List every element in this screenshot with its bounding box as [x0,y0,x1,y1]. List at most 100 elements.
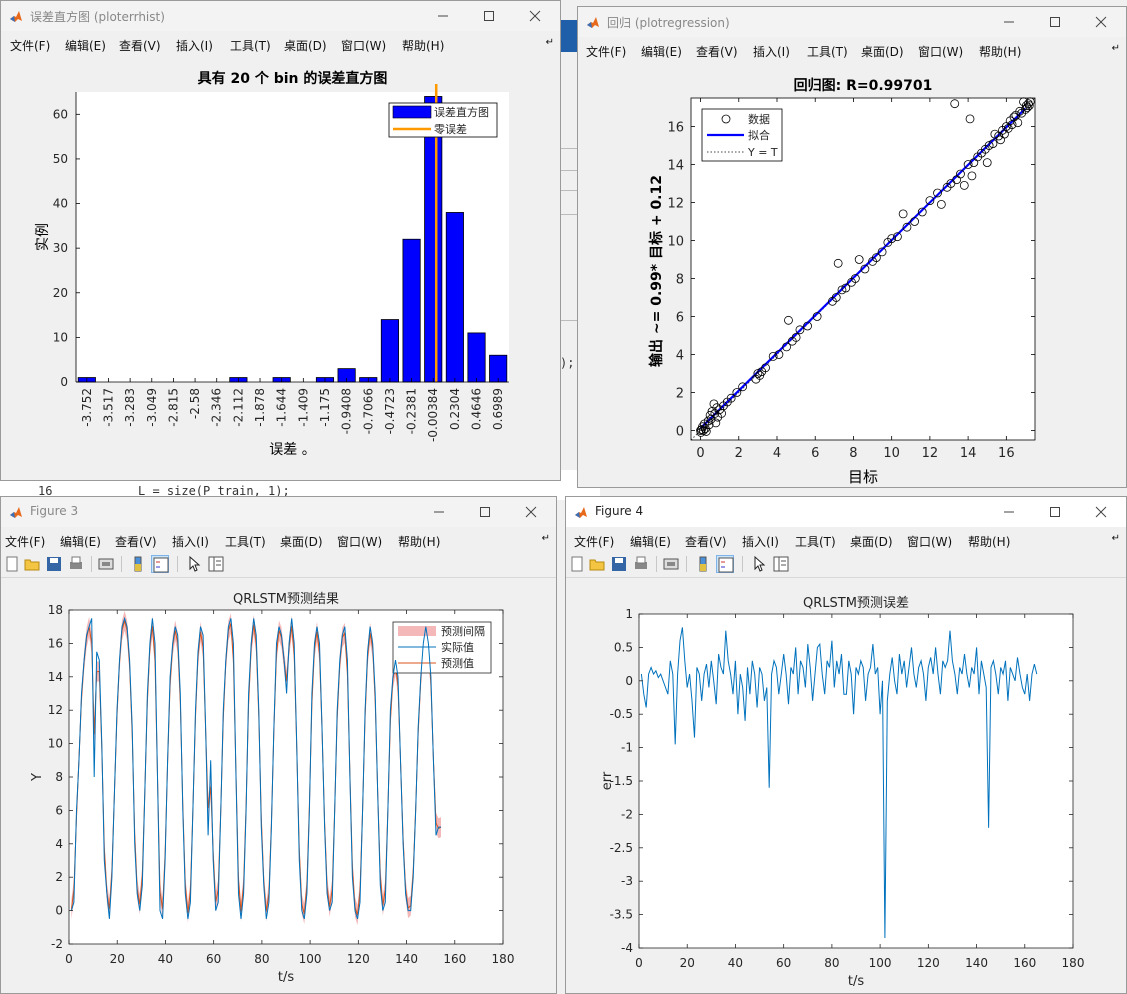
menu-item[interactable]: 查看(V) [696,45,738,59]
series-line [640,627,1038,939]
legend-label: 预测值 [441,657,474,670]
save-icon[interactable] [45,555,63,573]
legend-icon[interactable] [151,555,169,573]
data-point [1013,118,1023,128]
menu-item[interactable]: 桌面(D) [850,535,893,549]
menu-item[interactable]: 工具(T) [225,535,266,549]
close-button[interactable] [1078,7,1124,37]
menu-overflow-icon[interactable]: ↵ [1111,43,1120,54]
new-figure-icon[interactable] [568,555,586,573]
tick-label: -1.644 [275,388,289,427]
menu-item[interactable]: 文件(F) [10,39,51,53]
title-bar[interactable]: Figure 4 [566,497,1126,527]
data-point [704,420,714,430]
maximize-button[interactable] [466,1,512,31]
edit-plot-icon[interactable] [185,555,203,573]
title-bar[interactable]: 误差直方图 (ploterrhist) [1,1,560,31]
data-point [784,315,793,325]
menu-item[interactable]: 插入(I) [753,45,790,59]
toolbar-separator [656,556,657,572]
menu-item[interactable]: 编辑(E) [65,39,106,53]
menu-item[interactable]: 帮助(H) [979,45,1022,59]
menu-item[interactable]: 编辑(E) [630,535,671,549]
close-button[interactable] [512,1,558,31]
data-point [967,171,977,181]
property-inspector-icon[interactable] [207,555,225,573]
figure4-window[interactable]: Figure 4 文件(F) 编辑(E) 查看(V) 插入(I) 工具(T) 桌面(D) 窗… [565,496,1127,994]
maximize-button[interactable] [1032,7,1078,37]
data-point [925,196,935,206]
maximize-button[interactable] [462,497,508,527]
menu-item[interactable]: 桌面(D) [861,45,904,59]
menu-item[interactable]: 桌面(D) [284,39,327,53]
minimize-button[interactable] [986,7,1032,37]
tick-label: 1 [625,607,633,621]
figure3-window[interactable]: Figure 3 文件(F) 编辑(E) 查看(V) 插入(I) 工具(T) 桌面(D) 窗… [0,496,557,994]
print-icon[interactable] [67,555,85,573]
legend-icon[interactable] [716,555,734,573]
legend-label: 拟合 [748,128,770,142]
title-bar[interactable]: Figure 3 [1,497,556,527]
open-file-icon[interactable] [588,555,606,573]
tick-label: 16 [667,121,684,136]
plot-area [639,614,1073,948]
menu-item[interactable]: 插入(I) [742,535,779,549]
minimize-button[interactable] [416,497,462,527]
print-icon[interactable] [632,555,650,573]
colorbar-icon[interactable] [129,555,147,573]
link-plot-icon[interactable] [97,555,115,573]
legend-swatch [721,114,731,124]
plotregression-window[interactable]: 回归 (plotregression) 文件(F) 编辑(E) 查看(V) 插入(I)… [577,6,1127,488]
save-icon[interactable] [610,555,628,573]
menu-item[interactable]: 查看(V) [115,535,157,549]
menu-item[interactable]: 帮助(H) [402,39,445,53]
menu-item[interactable]: 插入(I) [172,535,209,549]
data-point [761,363,770,373]
menu-item[interactable]: 窗口(W) [341,39,387,53]
new-figure-icon[interactable] [3,555,21,573]
menu-item[interactable]: 工具(T) [230,39,271,53]
tick-label: -0.5 [610,707,633,721]
edit-plot-icon[interactable] [750,555,768,573]
menu-item[interactable]: 插入(I) [176,39,213,53]
menu-item[interactable]: 工具(T) [807,45,848,59]
menu-item[interactable]: 文件(F) [574,535,615,549]
toolbar-separator [742,556,743,572]
menu-item[interactable]: 查看(V) [119,39,161,53]
tick-label: 12 [667,197,684,212]
minimize-button[interactable] [420,1,466,31]
tick-label: -0.2381 [405,388,419,434]
legend-label: 数据 [748,112,770,126]
menu-item[interactable]: 桌面(D) [280,535,323,549]
close-button[interactable] [1078,497,1124,527]
menu-item[interactable]: 编辑(E) [60,535,101,549]
menu-item[interactable]: 窗口(W) [337,535,383,549]
tick-label: 8 [849,446,857,461]
menu-item[interactable]: 帮助(H) [968,535,1011,549]
data-point [959,181,969,190]
menu-item[interactable]: 帮助(H) [398,535,441,549]
menu-overflow-icon[interactable]: ↵ [1111,533,1120,544]
menu-item[interactable]: 文件(F) [586,45,627,59]
menu-item[interactable]: 窗口(W) [918,45,964,59]
data-point [988,139,998,148]
property-inspector-icon[interactable] [772,555,790,573]
menu-overflow-icon[interactable]: ↵ [541,533,550,544]
menu-item[interactable]: 文件(F) [5,535,46,549]
open-file-icon[interactable] [23,555,41,573]
title-bar[interactable]: 回归 (plotregression) [578,7,1126,37]
link-plot-icon[interactable] [662,555,680,573]
maximize-button[interactable] [1032,497,1078,527]
menu-overflow-icon[interactable]: ↵ [545,37,554,48]
minimize-button[interactable] [986,497,1032,527]
close-button[interactable] [508,497,554,527]
data-point [936,199,946,209]
tick-label: 80 [254,952,269,966]
menu-item[interactable]: 编辑(E) [641,45,682,59]
ploterrhist-window[interactable]: 误差直方图 (ploterrhist) 文件(F) 编辑(E) 查看(V) 插入(I)… [0,0,561,481]
colorbar-icon[interactable] [694,555,712,573]
menu-item[interactable]: 查看(V) [685,535,727,549]
menu-item[interactable]: 工具(T) [795,535,836,549]
menu-item[interactable]: 窗口(W) [907,535,953,549]
